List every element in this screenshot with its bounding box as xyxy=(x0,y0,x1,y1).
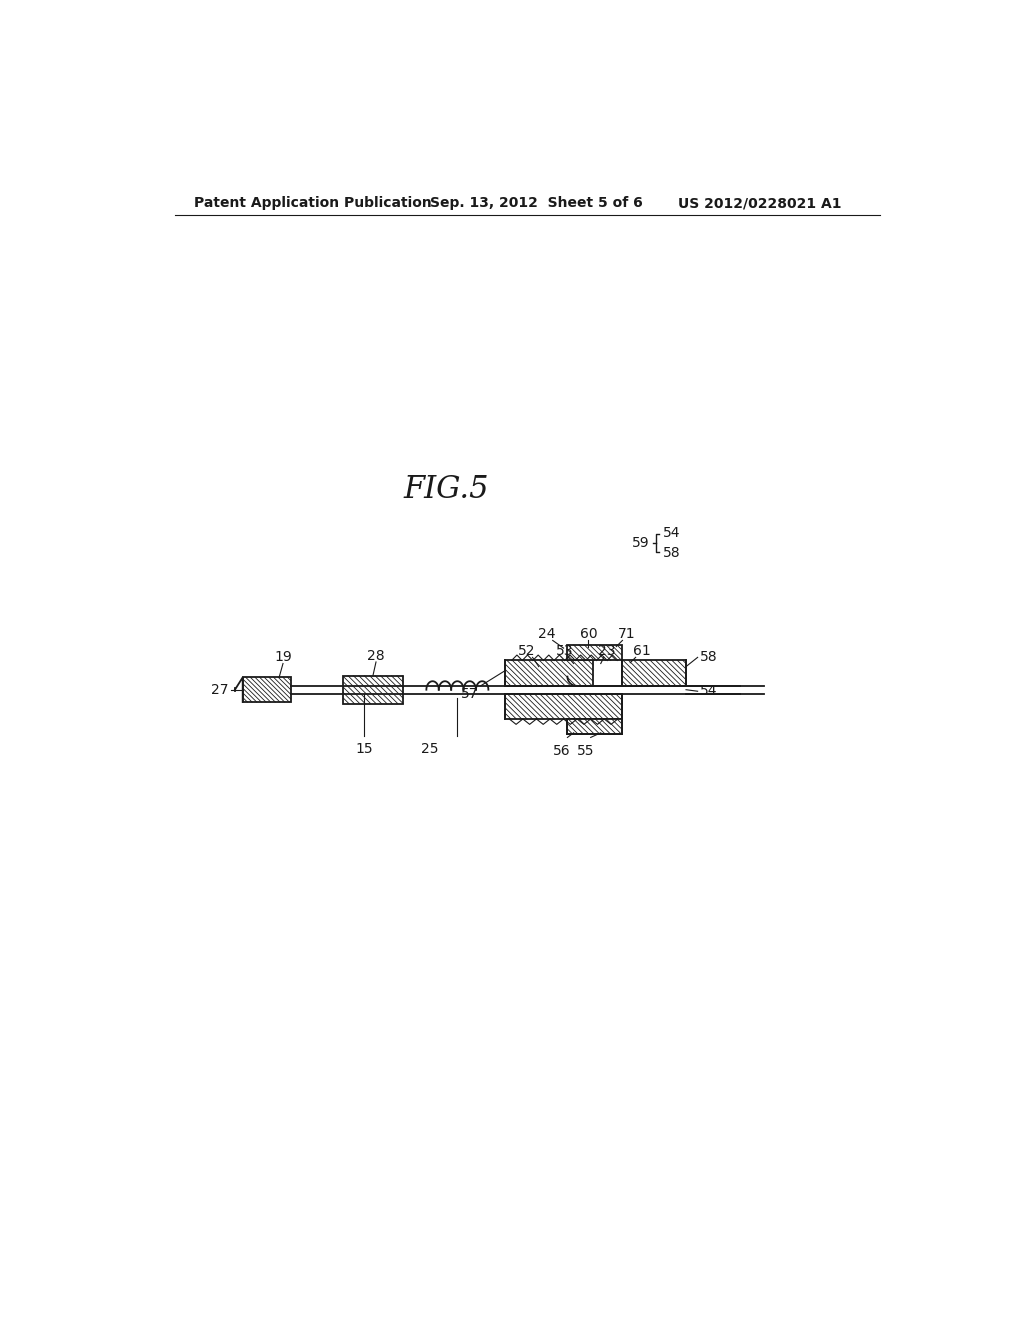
Text: FIG.5: FIG.5 xyxy=(403,474,488,506)
Bar xyxy=(343,676,403,704)
Text: 57: 57 xyxy=(461,686,478,701)
Text: 54: 54 xyxy=(700,684,718,698)
Text: 15: 15 xyxy=(355,742,373,756)
Text: 58: 58 xyxy=(663,545,680,560)
Bar xyxy=(506,693,622,719)
Bar xyxy=(567,645,622,660)
Text: US 2012/0228021 A1: US 2012/0228021 A1 xyxy=(678,197,842,210)
Text: 55: 55 xyxy=(577,743,594,758)
Bar xyxy=(567,719,622,734)
Text: 71: 71 xyxy=(617,627,635,642)
Text: Sep. 13, 2012  Sheet 5 of 6: Sep. 13, 2012 Sheet 5 of 6 xyxy=(430,197,643,210)
Bar xyxy=(243,677,291,702)
Text: 23: 23 xyxy=(598,644,615,659)
Bar xyxy=(622,660,686,686)
Text: 52: 52 xyxy=(518,644,536,659)
Text: 58: 58 xyxy=(700,651,718,664)
Text: 53: 53 xyxy=(556,644,573,659)
Text: 25: 25 xyxy=(422,742,439,756)
Text: 28: 28 xyxy=(368,649,385,663)
Bar xyxy=(506,660,593,686)
Text: 61: 61 xyxy=(633,644,650,659)
Text: 27: 27 xyxy=(211,682,228,697)
Text: 60: 60 xyxy=(580,627,597,642)
Text: 56: 56 xyxy=(553,743,570,758)
Text: 54: 54 xyxy=(663,527,680,540)
Text: 24: 24 xyxy=(538,627,555,642)
Text: Patent Application Publication: Patent Application Publication xyxy=(194,197,432,210)
Text: 19: 19 xyxy=(274,651,292,664)
Text: 59: 59 xyxy=(632,536,649,549)
